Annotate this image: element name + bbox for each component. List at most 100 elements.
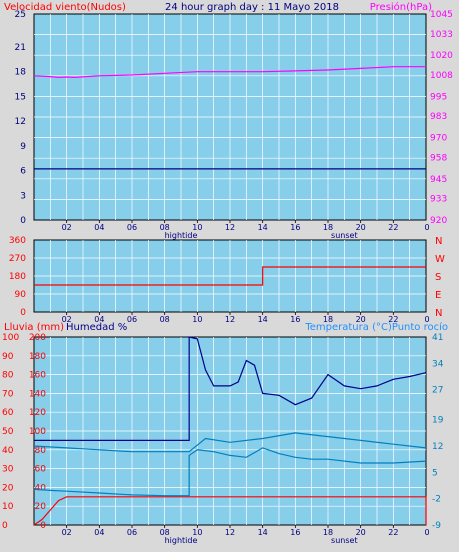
hour-tick-label: 10 [192, 223, 202, 232]
wind-axis-tick: 18 [15, 68, 27, 78]
rain-line [33, 496, 427, 526]
compass-label: S [435, 272, 441, 283]
hour-tick-label: 10 [192, 315, 202, 324]
hour-tick-label: 14 [258, 223, 268, 232]
pressure-axis-tick: 1045 [430, 10, 453, 20]
pressure-axis-tick: 920 [430, 216, 447, 226]
hour-tick-label-last: 0 [424, 223, 429, 232]
sunset-label: sunset [331, 536, 358, 545]
direction-axis-tick: 270 [9, 254, 26, 264]
temperature-line [33, 432, 427, 453]
rain-axis-tick: 70 [2, 389, 14, 399]
humidity-axis-tick: 180 [29, 352, 46, 362]
hour-tick-label: 06 [127, 223, 137, 232]
hour-tick-label: 10 [192, 528, 202, 537]
hour-tick-label: 22 [388, 315, 398, 324]
hour-tick-label: 04 [94, 528, 104, 537]
pressure-axis-tick: 933 [430, 195, 447, 205]
hour-tick-label: 16 [290, 223, 300, 232]
temperature-axis-tick: 27 [432, 386, 443, 396]
hour-tick-label: 14 [258, 528, 268, 537]
hour-tick-label: 08 [160, 315, 170, 324]
hour-tick-label: 04 [94, 223, 104, 232]
wind-axis-tick: 25 [15, 10, 26, 20]
hour-tick-label: 12 [225, 528, 235, 537]
wind-axis-tick: 21 [15, 43, 26, 53]
temperature-axis-tick: -2 [432, 495, 441, 505]
hour-tick-label: 14 [258, 315, 268, 324]
hour-tick-label: 12 [225, 315, 235, 324]
hightide-label: hightide [165, 231, 198, 240]
hour-tick-label: 06 [127, 315, 137, 324]
rain-axis-tick: 50 [2, 427, 14, 437]
wind-axis-tick: 12 [15, 117, 26, 127]
wind-direction-line [34, 266, 426, 286]
humidity-axis-tick: 40 [35, 483, 47, 493]
humidity-axis-tick: 100 [29, 427, 46, 437]
temperature-axis-label: Temperatura (°C)Punto rocío [304, 321, 448, 333]
direction-axis-tick: 90 [15, 290, 27, 300]
hour-tick-label: 20 [356, 223, 366, 232]
humidity-axis-tick: 140 [29, 389, 46, 399]
direction-axis-tick: 180 [9, 272, 26, 282]
hour-tick-label: 02 [62, 315, 72, 324]
hour-tick-label-last: 0 [424, 528, 429, 537]
humidity-axis-tick: 120 [29, 408, 46, 418]
hour-tick-label: 04 [94, 315, 104, 324]
rain-axis-label: Lluvia (mm) [4, 322, 64, 333]
pressure-axis-tick: 983 [430, 112, 447, 122]
hour-tick-label: 18 [323, 315, 333, 324]
temperature-axis-tick: 19 [432, 416, 444, 426]
temperature-axis-tick: 12 [432, 442, 443, 452]
rain-axis-tick: 0 [2, 521, 8, 531]
pressure-axis-tick: 1020 [430, 51, 453, 61]
pressure-axis-tick: 1008 [430, 71, 453, 81]
hour-tick-label: 18 [323, 223, 333, 232]
humidity-axis-label: Humedad % [66, 322, 127, 333]
hour-tick-label: 20 [356, 528, 366, 537]
compass-label: N [435, 236, 442, 247]
hour-tick-label: 02 [62, 223, 72, 232]
rain-axis-tick: 20 [2, 483, 14, 493]
hour-tick-label: 16 [290, 315, 300, 324]
hour-tick-label: 12 [225, 223, 235, 232]
humidity-axis-tick: 0 [40, 521, 46, 531]
humidity-axis-tick: 160 [29, 371, 46, 381]
sunset-label: sunset [331, 231, 358, 240]
direction-axis-tick: 0 [20, 308, 26, 318]
compass-label: W [435, 254, 445, 265]
header-left-title: Velocidad viento(Nudos) [4, 2, 126, 13]
hour-tick-label: 18 [323, 528, 333, 537]
compass-label: E [435, 290, 441, 301]
pressure-axis-tick: 1033 [430, 30, 453, 40]
hour-tick-label: 22 [388, 528, 398, 537]
wind-axis-tick: 9 [20, 142, 26, 152]
rain-axis-tick: 60 [2, 408, 14, 418]
hour-tick-label: 20 [356, 315, 366, 324]
humidity-axis-tick: 80 [35, 446, 47, 456]
humidity-axis-tick: 200 [29, 333, 46, 343]
rain-axis-tick: 80 [2, 371, 14, 381]
hour-tick-label: 22 [388, 223, 398, 232]
compass-label: N [435, 308, 442, 319]
hour-tick-label: 06 [127, 528, 137, 537]
rain-axis-tick: 30 [2, 465, 14, 475]
wind-axis-tick: 15 [15, 92, 26, 102]
rain-axis-tick: 90 [2, 352, 14, 362]
hour-tick-label-last: 0 [424, 315, 429, 324]
humidity-axis-tick: 20 [35, 502, 47, 512]
hour-tick-label: 02 [62, 528, 72, 537]
pressure-axis-tick: 995 [430, 92, 447, 102]
rain-axis-tick: 100 [2, 333, 19, 343]
humidity-line [34, 336, 427, 441]
humidity-axis-tick: 60 [35, 465, 47, 475]
temperature-axis-tick: -9 [432, 521, 441, 531]
pressure-axis-tick: 958 [430, 153, 447, 163]
hour-tick-label: 16 [290, 528, 300, 537]
header-center-title: 24 hour graph day : 11 Mayo 2018 [165, 2, 339, 13]
rain-axis-tick: 10 [2, 502, 14, 512]
wind-axis-tick: 6 [20, 167, 26, 177]
hour-tick-label: 08 [160, 223, 170, 232]
